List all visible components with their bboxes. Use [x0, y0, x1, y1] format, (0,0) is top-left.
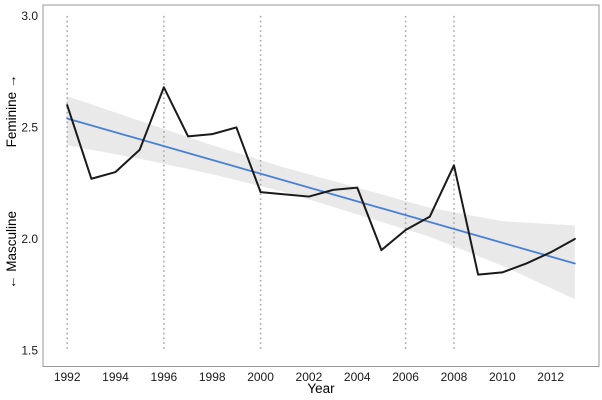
y-tick-label-2.0: 2.0	[21, 232, 38, 246]
y-axis-label-masculine: ← Masculine	[4, 211, 19, 289]
x-tick-label-1992: 1992	[54, 370, 81, 384]
x-tick-label-2008: 2008	[441, 370, 468, 384]
x-tick-label-2006: 2006	[392, 370, 419, 384]
observed-line	[66, 86, 576, 276]
confidence-band	[67, 96, 575, 300]
x-tick-label-2004: 2004	[344, 370, 371, 384]
y-tick-label-3.0: 3.0	[21, 9, 38, 23]
x-tick-label-1996: 1996	[151, 370, 178, 384]
y-axis-label-feminine: Feminine →	[4, 75, 19, 148]
x-tick-label-2000: 2000	[247, 370, 274, 384]
plot-generated-layers: 3.0 2.5 2.0 1.5 1992 1994 1996 1998 2000 2002 2004…	[21, 4, 600, 384]
trend-line	[66, 117, 576, 265]
x-tick-label-2002: 2002	[296, 370, 323, 384]
y-tick-label-1.5: 1.5	[21, 344, 38, 358]
x-tick-label-1998: 1998	[199, 370, 226, 384]
y-tick-label-2.5: 2.5	[21, 121, 38, 135]
x-axis-label: Year	[307, 381, 335, 396]
x-tick-label-1994: 1994	[102, 370, 129, 384]
x-tick-label-2012: 2012	[537, 370, 564, 384]
x-tick-label-2010: 2010	[489, 370, 516, 384]
